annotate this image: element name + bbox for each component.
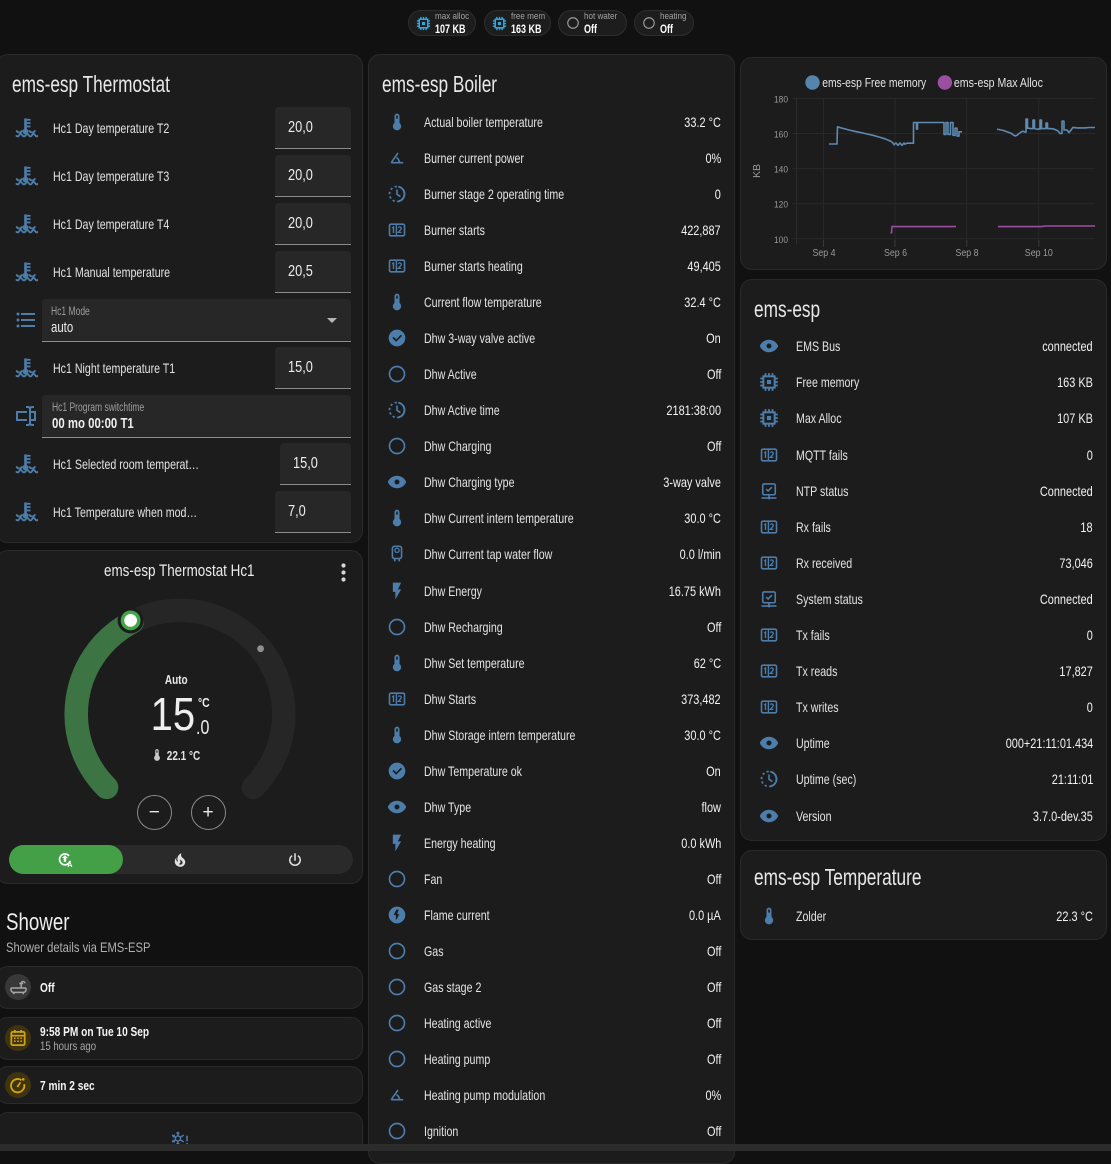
- svg-text:140: 140: [774, 165, 788, 176]
- svg-text:KB: KB: [751, 164, 763, 178]
- svg-text:Sep 4: Sep 4: [813, 248, 836, 259]
- svg-text:Sep 10: Sep 10: [1025, 248, 1053, 259]
- svg-text:180: 180: [774, 94, 788, 105]
- svg-text:100: 100: [774, 235, 788, 246]
- svg-text:Sep 6: Sep 6: [884, 248, 907, 259]
- svg-text:Sep 8: Sep 8: [956, 248, 979, 259]
- svg-text:ems-esp Max Alloc: ems-esp Max Alloc: [954, 76, 1043, 90]
- svg-text:160: 160: [774, 130, 788, 141]
- svg-text:ems-esp Free memory: ems-esp Free memory: [822, 76, 927, 90]
- svg-text:120: 120: [774, 200, 788, 211]
